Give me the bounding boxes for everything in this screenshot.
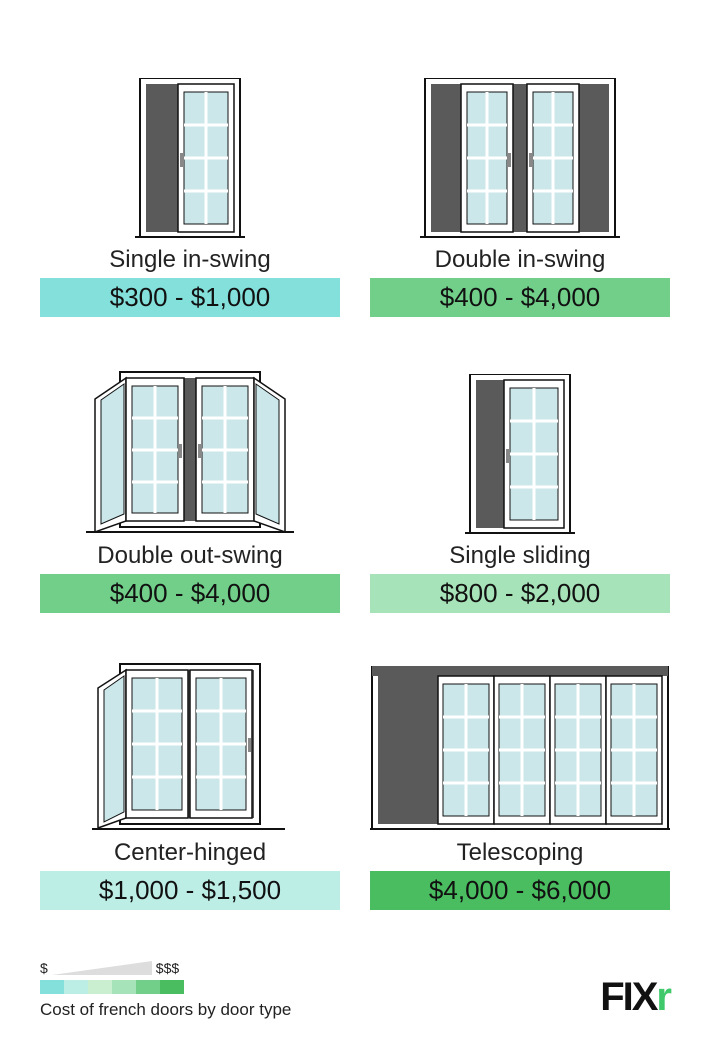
card-double-out-swing: Double out-swing $400 - $4,000 — [40, 327, 340, 614]
legend-scale-indicator: $ $$$ — [40, 960, 291, 976]
price: $800 - $2,000 — [370, 574, 670, 613]
scale-swatch — [160, 980, 184, 994]
illus-single-sliding — [370, 327, 670, 543]
illus-telescoping — [370, 623, 670, 839]
legend: $ $$$ Cost of french doors by door type — [40, 960, 291, 1020]
price: $4,000 - $6,000 — [370, 871, 670, 910]
door-grid: Single in-swing $300 - $1,000 — [40, 30, 670, 910]
caption: Cost of french doors by door type — [40, 1000, 291, 1020]
logo-text: FIX — [600, 975, 656, 1019]
scale-swatch — [88, 980, 112, 994]
card-telescoping: Telescoping $4,000 - $6,000 — [370, 623, 670, 910]
scale-swatch — [112, 980, 136, 994]
illus-single-in-swing — [40, 30, 340, 246]
card-single-sliding: Single sliding $800 - $2,000 — [370, 327, 670, 614]
price: $400 - $4,000 — [370, 278, 670, 317]
title: Single sliding — [449, 542, 590, 570]
title: Single in-swing — [109, 246, 270, 274]
logo-accent: r — [656, 975, 670, 1019]
illus-double-out-swing — [40, 327, 340, 543]
legend-low: $ — [40, 960, 48, 976]
title: Double out-swing — [97, 542, 282, 570]
title: Center-hinged — [114, 839, 266, 867]
title: Telescoping — [457, 839, 584, 867]
price: $400 - $4,000 — [40, 574, 340, 613]
footer: $ $$$ Cost of french doors by door type … — [40, 960, 670, 1020]
scale-swatch — [40, 980, 64, 994]
price: $1,000 - $1,500 — [40, 871, 340, 910]
title: Double in-swing — [435, 246, 606, 274]
triangle-icon — [52, 961, 152, 975]
color-scale — [40, 980, 291, 994]
illus-double-in-swing — [370, 30, 670, 246]
card-double-in-swing: Double in-swing $400 - $4,000 — [370, 30, 670, 317]
fixr-logo: FIXr — [600, 975, 670, 1020]
card-single-in-swing: Single in-swing $300 - $1,000 — [40, 30, 340, 317]
price: $300 - $1,000 — [40, 278, 340, 317]
legend-high: $$$ — [156, 960, 179, 976]
scale-swatch — [136, 980, 160, 994]
illus-center-hinged — [40, 623, 340, 839]
card-center-hinged: Center-hinged $1,000 - $1,500 — [40, 623, 340, 910]
scale-swatch — [64, 980, 88, 994]
